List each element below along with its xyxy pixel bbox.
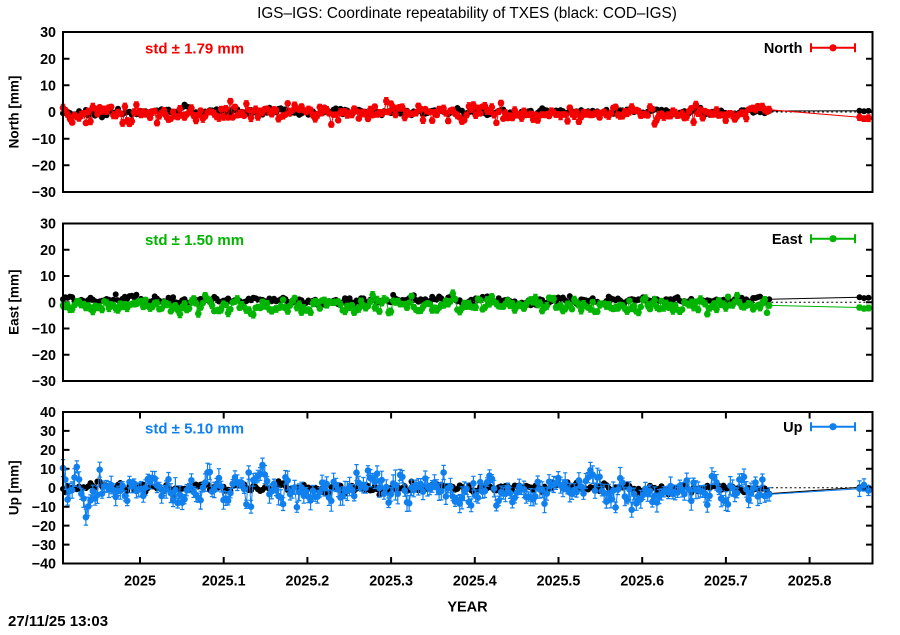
svg-text:30: 30 (40, 424, 56, 440)
svg-text:−10: −10 (32, 500, 56, 516)
svg-text:East: East (772, 232, 803, 248)
svg-text:IGS–IGS: Coordinate repeatabil: IGS–IGS: Coordinate repeatability of TXE… (257, 5, 677, 22)
svg-text:std ± 5.10 mm: std ± 5.10 mm (145, 421, 244, 438)
svg-text:−30: −30 (32, 185, 56, 201)
svg-text:10: 10 (40, 269, 56, 285)
svg-text:2025.5: 2025.5 (537, 574, 581, 590)
svg-text:−10: −10 (32, 132, 56, 148)
svg-text:−30: −30 (32, 374, 56, 390)
svg-text:2025.4: 2025.4 (453, 574, 497, 590)
svg-text:North [mm]: North [mm] (7, 76, 22, 149)
svg-text:2025: 2025 (124, 574, 156, 590)
svg-text:−20: −20 (32, 519, 56, 535)
svg-text:Up [mm]: Up [mm] (7, 460, 22, 515)
svg-text:20: 20 (40, 443, 56, 459)
svg-text:2025.3: 2025.3 (369, 574, 413, 590)
svg-text:0: 0 (48, 295, 56, 311)
svg-text:−20: −20 (32, 348, 56, 364)
svg-text:Up: Up (783, 420, 802, 436)
svg-text:2025.8: 2025.8 (788, 574, 832, 590)
svg-text:0: 0 (48, 105, 56, 121)
svg-text:std ± 1.50 mm: std ± 1.50 mm (145, 232, 244, 249)
svg-text:−30: −30 (32, 538, 56, 554)
svg-text:YEAR: YEAR (447, 600, 488, 616)
svg-text:−20: −20 (32, 159, 56, 175)
svg-text:North: North (764, 41, 803, 57)
svg-text:0: 0 (48, 481, 56, 497)
svg-text:2025.6: 2025.6 (620, 574, 664, 590)
svg-text:−10: −10 (32, 322, 56, 338)
svg-text:30: 30 (40, 217, 56, 233)
svg-text:std ± 1.79 mm: std ± 1.79 mm (145, 41, 244, 58)
svg-text:10: 10 (40, 79, 56, 95)
svg-text:27/11/25 13:03: 27/11/25 13:03 (8, 613, 108, 630)
svg-text:20: 20 (40, 243, 56, 259)
svg-text:2025.7: 2025.7 (704, 574, 748, 590)
svg-text:2025.2: 2025.2 (286, 574, 330, 590)
svg-text:−40: −40 (32, 557, 56, 573)
svg-text:East [mm]: East [mm] (7, 270, 22, 335)
svg-text:2025.1: 2025.1 (202, 574, 246, 590)
svg-text:20: 20 (40, 52, 56, 68)
svg-text:10: 10 (40, 462, 56, 478)
svg-text:40: 40 (40, 405, 56, 421)
svg-text:30: 30 (40, 25, 56, 41)
